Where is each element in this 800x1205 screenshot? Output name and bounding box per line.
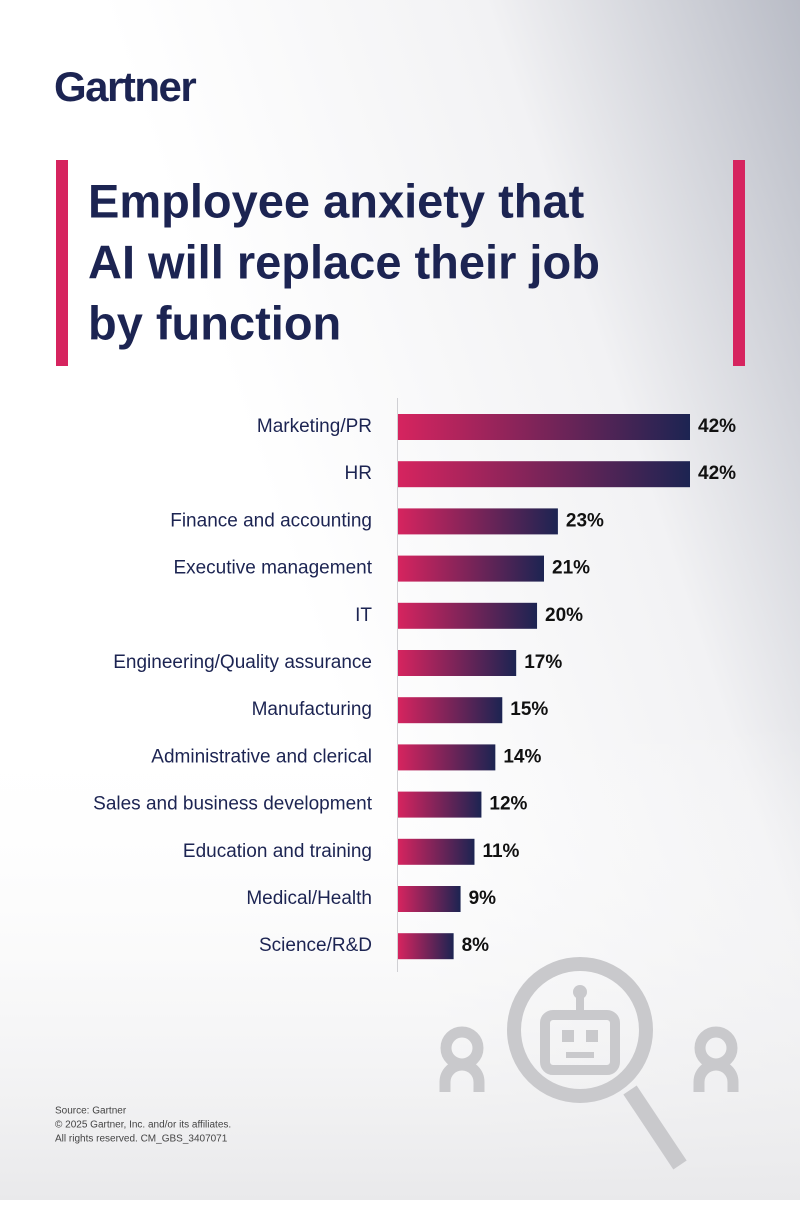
- value-label: 8%: [462, 935, 490, 956]
- bar: [398, 650, 517, 676]
- footer-line: Source: Gartner: [55, 1106, 127, 1117]
- category-label: Science/R&D: [259, 935, 372, 956]
- value-label: 17%: [524, 652, 562, 673]
- footer-line: © 2025 Gartner, Inc. and/or its affiliat…: [55, 1120, 231, 1131]
- category-label: Finance and accounting: [170, 510, 372, 531]
- category-label: Sales and business development: [93, 794, 373, 815]
- title-line: AI will replace their job: [88, 235, 600, 288]
- bar: [398, 461, 690, 488]
- title-line: Employee anxiety that: [88, 174, 585, 227]
- bar: [398, 414, 690, 440]
- bar: [398, 602, 538, 629]
- category-label: Marketing/PR: [257, 416, 372, 437]
- bars: Marketing/PR 42% HR 42% Finance and accounti…: [93, 414, 736, 960]
- bar: [398, 697, 503, 724]
- value-label: 11%: [482, 841, 519, 862]
- bar: [398, 886, 461, 912]
- footer: Source: Gartner © 2025 Gartner, Inc. and/…: [55, 1106, 231, 1145]
- title-accent: [733, 160, 745, 366]
- robot-icon: [439, 957, 739, 1170]
- value-label: 42%: [698, 463, 736, 484]
- value-label: 20%: [545, 605, 583, 626]
- bar: [398, 791, 482, 818]
- value-label: 14%: [503, 746, 541, 767]
- category-label: Engineering/Quality assurance: [113, 652, 372, 673]
- bar: [398, 508, 558, 535]
- value-label: 9%: [469, 888, 497, 909]
- category-label: Executive management: [173, 558, 372, 579]
- category-label: IT: [355, 605, 372, 626]
- category-label: Manufacturing: [252, 699, 372, 720]
- bar: [398, 744, 496, 771]
- title: Employee anxiety that AI will replace the…: [88, 174, 600, 349]
- footer-line: All rights reserved. CM_GBS_3407071: [55, 1134, 228, 1145]
- bar: [398, 933, 454, 960]
- value-label: 42%: [698, 416, 736, 437]
- value-label: 15%: [510, 699, 548, 720]
- category-label: Education and training: [183, 841, 372, 862]
- category-label: Medical/Health: [246, 888, 372, 909]
- category-label: HR: [345, 463, 372, 484]
- robot-face: [562, 985, 598, 1058]
- title-accent: [56, 160, 68, 366]
- value-label: 12%: [489, 794, 527, 815]
- category-label: Administrative and clerical: [151, 746, 372, 767]
- title-line: by function: [88, 296, 341, 349]
- bar: [398, 838, 475, 865]
- value-label: 21%: [552, 558, 590, 579]
- value-label: 23%: [566, 510, 604, 531]
- logo: Gartner: [54, 63, 196, 110]
- bar: [398, 555, 544, 582]
